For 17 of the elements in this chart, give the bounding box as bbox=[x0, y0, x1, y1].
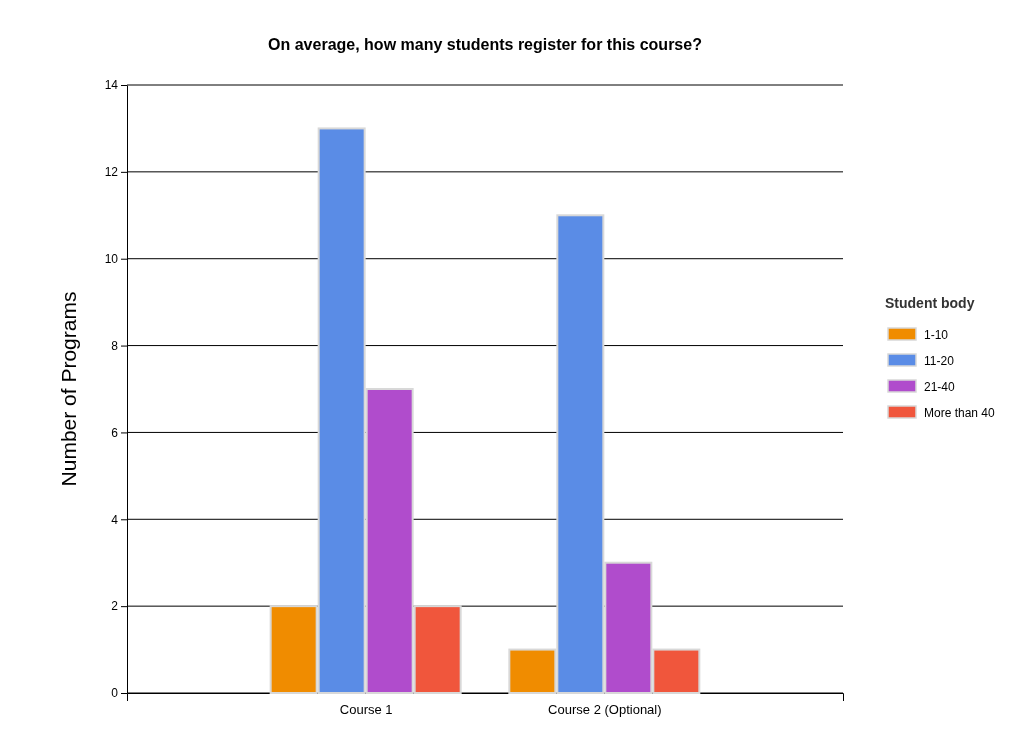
x-tick-label: Course 1 bbox=[339, 702, 393, 718]
x-tick-label: Course 2 (Optional) bbox=[548, 702, 662, 718]
y-tick-label: 14 bbox=[104, 78, 119, 93]
chart-title: On average, how many students register for this course? bbox=[268, 36, 702, 53]
y-tick-label: 4 bbox=[111, 512, 119, 527]
y-tick-label: 12 bbox=[104, 165, 119, 180]
y-axis-title: Number of Programs bbox=[57, 291, 80, 487]
y-tick-label: 10 bbox=[104, 252, 119, 267]
legend-title: Student body bbox=[885, 295, 975, 311]
y-tick-label: 2 bbox=[111, 599, 119, 614]
legend-label: 21-40 bbox=[924, 380, 956, 394]
y-tick-label: 8 bbox=[111, 338, 119, 353]
y-tick-label: 0 bbox=[111, 686, 119, 701]
legend-label: 11-20 bbox=[924, 354, 955, 368]
legend-label: 1-10 bbox=[924, 328, 949, 342]
y-tick-label: 6 bbox=[111, 425, 119, 440]
legend-label: More than 40 bbox=[924, 406, 996, 420]
